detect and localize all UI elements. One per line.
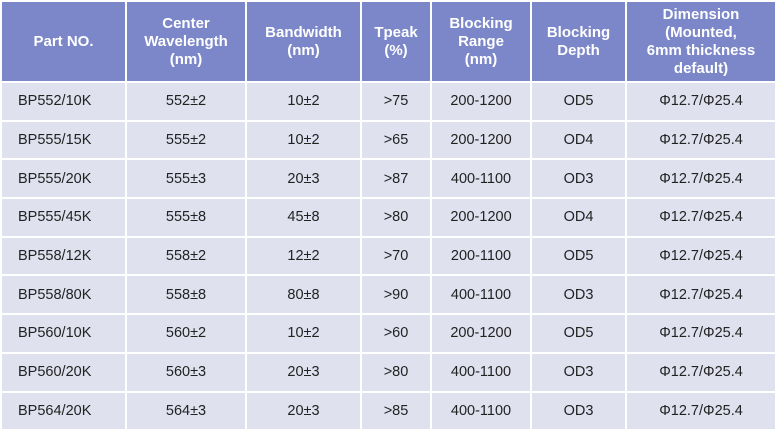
column-header-center-wavelength: Center Wavelength (nm) bbox=[127, 2, 245, 81]
cell-blocking-range: 200-1200 bbox=[432, 83, 530, 120]
cell-bandwidth: 20±3 bbox=[247, 353, 360, 391]
cell-center-wavelength: 560±2 bbox=[127, 315, 245, 352]
cell-tpeak: >90 bbox=[362, 276, 430, 314]
cell-blocking-depth: OD3 bbox=[532, 353, 625, 391]
cell-center-wavelength: 558±2 bbox=[127, 237, 245, 275]
cell-blocking-range: 400-1100 bbox=[432, 392, 530, 430]
cell-blocking-range: 200-1200 bbox=[432, 199, 530, 236]
cell-bandwidth: 20±3 bbox=[247, 392, 360, 430]
cell-bandwidth: 10±2 bbox=[247, 121, 360, 159]
header-text: Tpeak bbox=[374, 23, 418, 41]
column-header-tpeak: Tpeak (%) bbox=[362, 2, 430, 81]
table-row: BP564/20K 564±3 20±3 >85 400-1100 OD3 Φ12.7/Φ2… bbox=[2, 392, 775, 430]
header-text: Wavelength bbox=[144, 32, 228, 50]
cell-dimension: Φ12.7/Φ25.4 bbox=[627, 276, 775, 314]
cell-blocking-depth: OD4 bbox=[532, 199, 625, 236]
cell-blocking-depth: OD5 bbox=[532, 237, 625, 275]
header-text: Bandwidth bbox=[265, 23, 342, 41]
cell-tpeak: >80 bbox=[362, 353, 430, 391]
column-header-blocking-depth: Blocking Depth bbox=[532, 2, 625, 81]
cell-blocking-range: 400-1100 bbox=[432, 276, 530, 314]
cell-blocking-range: 200-1100 bbox=[432, 237, 530, 275]
header-text: Part NO. bbox=[33, 32, 94, 50]
cell-bandwidth: 80±8 bbox=[247, 276, 360, 314]
cell-dimension: Φ12.7/Φ25.4 bbox=[627, 83, 775, 120]
cell-center-wavelength: 555±8 bbox=[127, 199, 245, 236]
cell-center-wavelength: 555±3 bbox=[127, 160, 245, 198]
table-row: BP560/10K 560±2 10±2 >60 200-1200 OD5 Φ12.7/Φ2… bbox=[2, 315, 775, 352]
table-row: BP558/80K 558±8 80±8 >90 400-1100 OD3 Φ12.7/Φ2… bbox=[2, 276, 775, 314]
header-text: Dimension bbox=[662, 5, 740, 23]
cell-center-wavelength: 552±2 bbox=[127, 83, 245, 120]
header-text: Range bbox=[458, 32, 504, 50]
cell-blocking-depth: OD4 bbox=[532, 121, 625, 159]
cell-tpeak: >60 bbox=[362, 315, 430, 352]
cell-tpeak: >70 bbox=[362, 237, 430, 275]
cell-blocking-depth: OD3 bbox=[532, 276, 625, 314]
cell-part-no: BP558/12K bbox=[2, 237, 125, 275]
table-row: BP555/15K 555±2 10±2 >65 200-1200 OD4 Φ12.7/Φ2… bbox=[2, 121, 775, 159]
table-row: BP555/20K 555±3 20±3 >87 400-1100 OD3 Φ12.7/Φ2… bbox=[2, 160, 775, 198]
cell-part-no: BP560/20K bbox=[2, 353, 125, 391]
cell-blocking-depth: OD5 bbox=[532, 315, 625, 352]
cell-blocking-range: 400-1100 bbox=[432, 160, 530, 198]
column-header-blocking-range: Blocking Range (nm) bbox=[432, 2, 530, 81]
table-row: BP555/45K 555±8 45±8 >80 200-1200 OD4 Φ12.7/Φ2… bbox=[2, 199, 775, 236]
cell-dimension: Φ12.7/Φ25.4 bbox=[627, 160, 775, 198]
cell-center-wavelength: 555±2 bbox=[127, 121, 245, 159]
header-text: default) bbox=[673, 59, 729, 77]
cell-part-no: BP555/15K bbox=[2, 121, 125, 159]
header-text: Blocking bbox=[546, 23, 611, 41]
cell-bandwidth: 20±3 bbox=[247, 160, 360, 198]
cell-part-no: BP552/10K bbox=[2, 83, 125, 120]
cell-part-no: BP558/80K bbox=[2, 276, 125, 314]
column-header-bandwidth: Bandwidth (nm) bbox=[247, 2, 360, 81]
header-text: Center bbox=[162, 14, 210, 32]
cell-dimension: Φ12.7/Φ25.4 bbox=[627, 199, 775, 236]
cell-dimension: Φ12.7/Φ25.4 bbox=[627, 237, 775, 275]
cell-dimension: Φ12.7/Φ25.4 bbox=[627, 392, 775, 430]
header-text: 6mm thickness bbox=[646, 41, 756, 59]
header-row: Part NO. Center Wavelength (nm) Bandwidth (nm… bbox=[2, 2, 775, 81]
cell-part-no: BP564/20K bbox=[2, 392, 125, 430]
cell-dimension: Φ12.7/Φ25.4 bbox=[627, 353, 775, 391]
cell-bandwidth: 45±8 bbox=[247, 199, 360, 236]
header-text: Blocking bbox=[449, 14, 513, 32]
cell-tpeak: >65 bbox=[362, 121, 430, 159]
cell-blocking-depth: OD3 bbox=[532, 392, 625, 430]
header-text: (nm) bbox=[464, 50, 498, 68]
cell-blocking-range: 200-1200 bbox=[432, 121, 530, 159]
header-text: (nm) bbox=[287, 41, 320, 59]
table-row: BP552/10K 552±2 10±2 >75 200-1200 OD5 Φ12.7/Φ2… bbox=[2, 83, 775, 120]
cell-blocking-depth: OD3 bbox=[532, 160, 625, 198]
header-text: (Mounted, bbox=[665, 23, 737, 41]
cell-dimension: Φ12.7/Φ25.4 bbox=[627, 121, 775, 159]
cell-bandwidth: 12±2 bbox=[247, 237, 360, 275]
cell-blocking-range: 400-1100 bbox=[432, 353, 530, 391]
cell-bandwidth: 10±2 bbox=[247, 315, 360, 352]
cell-tpeak: >75 bbox=[362, 83, 430, 120]
cell-dimension: Φ12.7/Φ25.4 bbox=[627, 315, 775, 352]
header-text: (nm) bbox=[169, 50, 203, 68]
column-header-part-no: Part NO. bbox=[2, 2, 125, 81]
cell-blocking-depth: OD5 bbox=[532, 83, 625, 120]
cell-tpeak: >85 bbox=[362, 392, 430, 430]
cell-center-wavelength: 558±8 bbox=[127, 276, 245, 314]
column-header-dimension: Dimension (Mounted, 6mm thickness default) bbox=[627, 2, 775, 81]
header-text: (%) bbox=[384, 41, 408, 59]
cell-tpeak: >80 bbox=[362, 199, 430, 236]
cell-part-no: BP560/10K bbox=[2, 315, 125, 352]
table-row: BP558/12K 558±2 12±2 >70 200-1100 OD5 Φ12.7/Φ2… bbox=[2, 237, 775, 275]
cell-center-wavelength: 564±3 bbox=[127, 392, 245, 430]
cell-bandwidth: 10±2 bbox=[247, 83, 360, 120]
cell-part-no: BP555/45K bbox=[2, 199, 125, 236]
header-text: Depth bbox=[557, 41, 600, 59]
cell-blocking-range: 200-1200 bbox=[432, 315, 530, 352]
cell-tpeak: >87 bbox=[362, 160, 430, 198]
cell-center-wavelength: 560±3 bbox=[127, 353, 245, 391]
table-row: BP560/20K 560±3 20±3 >80 400-1100 OD3 Φ12.7/Φ2… bbox=[2, 353, 775, 391]
cell-part-no: BP555/20K bbox=[2, 160, 125, 198]
